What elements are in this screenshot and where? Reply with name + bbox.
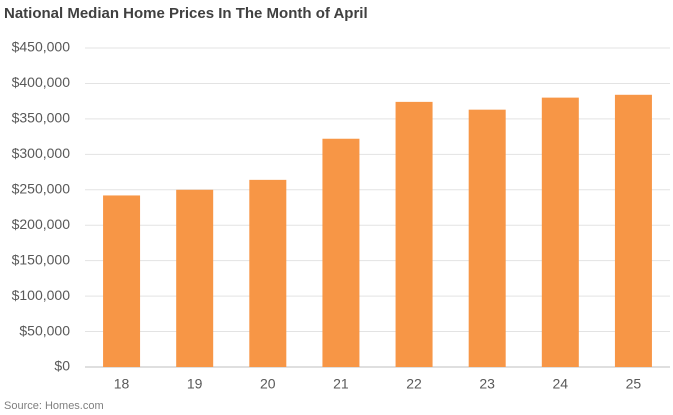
x-tick-label: 19 [187, 376, 203, 392]
bar [541, 97, 579, 367]
source-note: Source: Homes.com [4, 400, 104, 412]
bar [176, 189, 214, 367]
chart-title: National Median Home Prices In The Month… [4, 5, 368, 22]
bar [322, 138, 360, 367]
x-tick-label: 18 [114, 376, 130, 392]
x-tick-label: 21 [333, 376, 349, 392]
y-tick-label: $300,000 [12, 145, 71, 161]
x-tick-label: 24 [553, 376, 569, 392]
bar [103, 195, 141, 367]
y-tick-label: $400,000 [12, 74, 71, 90]
y-tick-label: $0 [54, 358, 70, 374]
bar [468, 109, 506, 367]
y-tick-label: $50,000 [19, 322, 70, 338]
x-tick-label: 25 [626, 376, 642, 392]
y-tick-label: $100,000 [12, 287, 71, 303]
x-tick-label: 20 [260, 376, 276, 392]
y-tick-label: $450,000 [12, 39, 71, 55]
x-tick-label: 22 [406, 376, 422, 392]
bar [395, 101, 433, 368]
bar [249, 179, 287, 367]
y-tick-label: $350,000 [12, 110, 71, 126]
x-tick-label: 23 [479, 376, 495, 392]
y-tick-label: $150,000 [12, 251, 71, 267]
y-tick-label: $250,000 [12, 180, 71, 196]
bar [614, 94, 652, 367]
y-tick-label: $200,000 [12, 216, 71, 232]
